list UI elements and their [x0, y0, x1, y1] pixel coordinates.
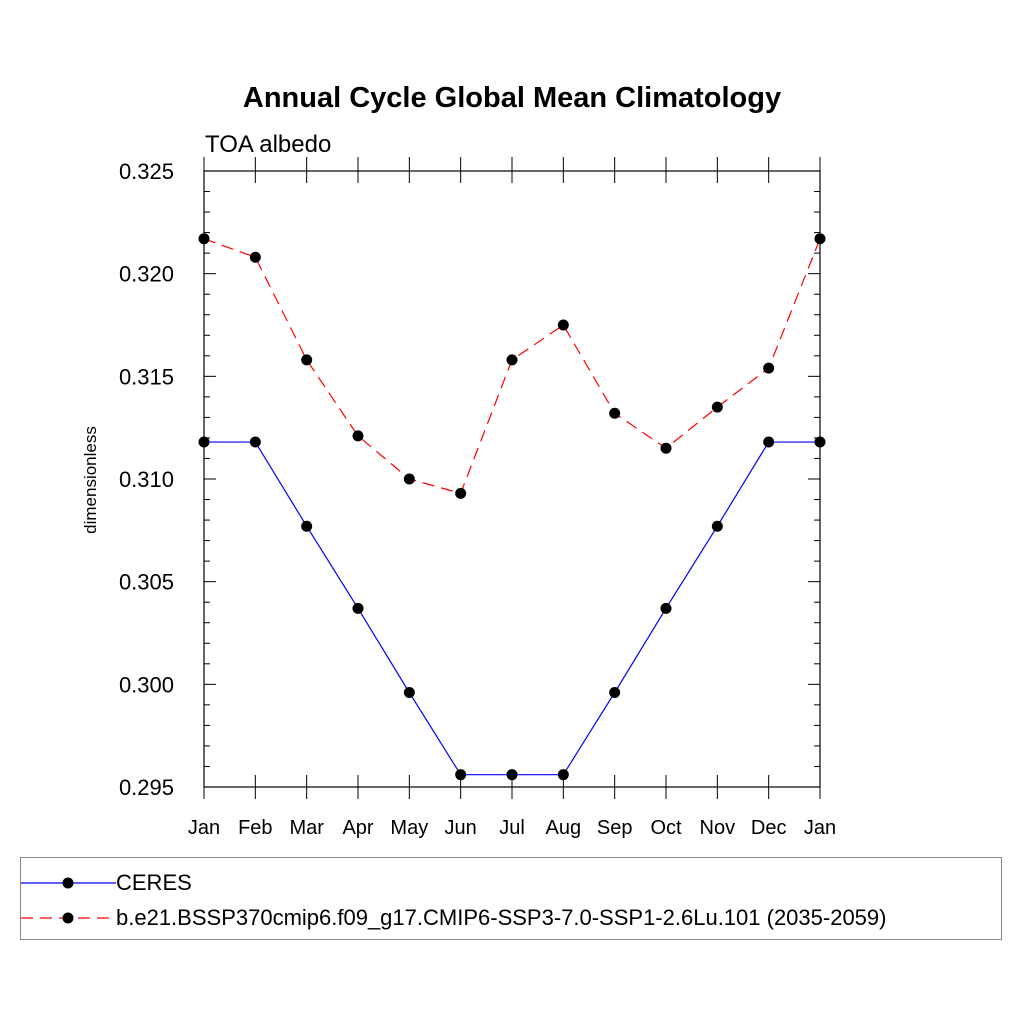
data-point-s1-3: [352, 430, 364, 442]
data-point-s0-3: [352, 602, 364, 614]
x-tick-label: Dec: [751, 817, 787, 839]
x-tick-label: Sep: [597, 817, 633, 839]
data-point-s0-11: [763, 436, 775, 448]
y-tick-label: 0.295: [119, 775, 174, 800]
legend-swatch-model: [21, 912, 116, 924]
data-point-s1-4: [403, 473, 415, 485]
legend-label-ceres: CERES: [116, 870, 192, 895]
data-point-s1-11: [763, 362, 775, 374]
data-point-s1-2: [301, 354, 313, 366]
data-point-s1-8: [609, 407, 621, 419]
y-tick-label: 0.300: [119, 672, 174, 697]
data-point-s1-7: [557, 319, 569, 331]
legend-swatch-ceres: [21, 877, 116, 889]
data-point-s0-4: [403, 687, 415, 699]
y-tick-label: 0.315: [119, 364, 174, 389]
x-tick-label: Feb: [238, 817, 272, 839]
x-tick-label: Jul: [499, 817, 525, 839]
legend-label-model: b.e21.BSSP370cmip6.f09_g17.CMIP6-SSP3-7.…: [116, 905, 887, 930]
data-point-s1-6: [506, 354, 518, 366]
data-point-s1-1: [249, 251, 261, 263]
y-tick-label: 0.325: [119, 159, 174, 184]
data-point-s1-10: [711, 401, 723, 413]
data-point-s0-6: [506, 769, 518, 781]
y-tick-label: 0.310: [119, 467, 174, 492]
y-axis-label: dimensionless: [81, 426, 100, 534]
chart-subtitle: TOA albedo: [205, 131, 331, 158]
x-tick-label: Aug: [546, 817, 582, 839]
x-tick-label: Jun: [445, 817, 477, 839]
data-point-s0-9: [660, 602, 672, 614]
x-tick-label: May: [390, 817, 428, 839]
legend-item-model: b.e21.BSSP370cmip6.f09_g17.CMIP6-SSP3-7.…: [21, 903, 1001, 933]
x-tick-label: Jan: [804, 817, 836, 839]
data-point-s0-8: [609, 687, 621, 699]
data-point-s0-5: [455, 769, 467, 781]
legend: CERES b.e21.BSSP370cmip6.f09_g17.CMIP6-S…: [20, 857, 1002, 940]
x-tick-label: Jan: [188, 817, 220, 839]
data-point-s1-9: [660, 442, 672, 454]
series-line-1: [203, 238, 821, 495]
data-point-s0-0: [198, 436, 210, 448]
data-point-s0-2: [301, 520, 313, 532]
x-tick-label: Oct: [650, 817, 682, 839]
x-tick-label: Mar: [289, 817, 324, 839]
data-point-s0-1: [249, 436, 261, 448]
x-tick-label: Apr: [342, 817, 373, 839]
data-point-s0-12: [814, 436, 826, 448]
data-point-s1-12: [814, 233, 826, 245]
chart-title: Annual Cycle Global Mean Climatology: [243, 82, 781, 114]
y-tick-label: 0.320: [119, 262, 174, 287]
chart: Annual Cycle Global Mean Climatology TOA…: [81, 82, 836, 839]
data-point-s1-5: [455, 487, 467, 499]
data-point-s0-7: [557, 769, 569, 781]
x-tick-label: Nov: [700, 817, 736, 839]
data-point-s0-10: [711, 520, 723, 532]
y-tick-label: 0.305: [119, 570, 174, 595]
data-point-s1-0: [198, 233, 210, 245]
series-line-0: [204, 441, 820, 776]
plot-frame: [203, 170, 821, 788]
legend-item-ceres: CERES: [21, 868, 1001, 898]
